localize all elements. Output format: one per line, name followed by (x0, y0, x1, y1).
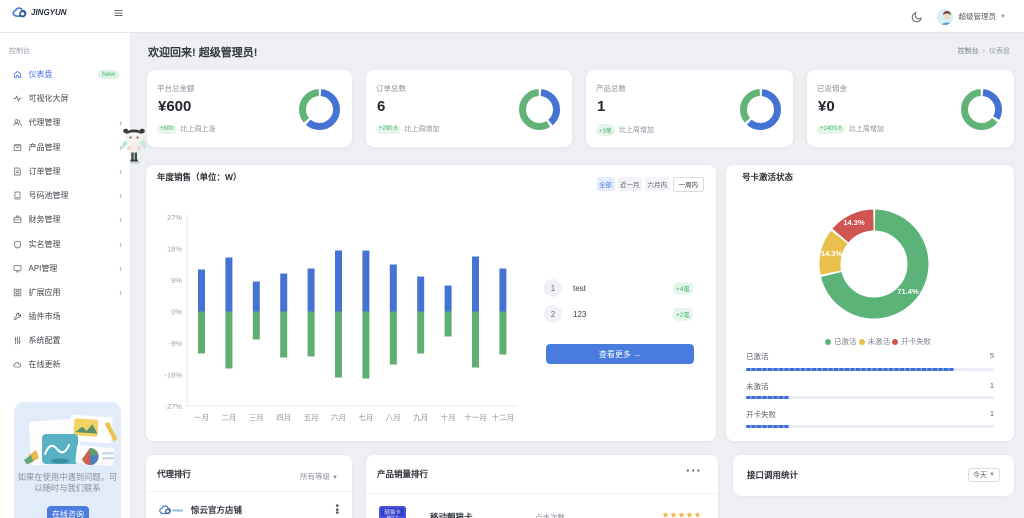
svg-text:-27%: -27% (164, 402, 182, 411)
svg-text:十一月: 十一月 (464, 412, 487, 422)
svg-text:-18%: -18% (164, 371, 182, 380)
svg-text:九月: 九月 (413, 413, 428, 422)
svg-text:六月: 六月 (331, 412, 346, 422)
svg-text:0%: 0% (171, 308, 182, 317)
svg-text:NO.1: NO.1 (387, 516, 399, 518)
svg-text:-9%: -9% (169, 339, 183, 348)
svg-text:18%: 18% (167, 245, 182, 254)
svg-text:十月: 十月 (441, 412, 456, 422)
svg-text:二月: 二月 (221, 413, 236, 422)
svg-text:27%: 27% (167, 213, 182, 222)
svg-text:三月: 三月 (249, 413, 264, 422)
svg-text:14.3%: 14.3% (843, 218, 865, 227)
svg-text:八月: 八月 (386, 413, 401, 422)
svg-text:十二月: 十二月 (492, 412, 515, 422)
svg-text:71.4%: 71.4% (897, 287, 919, 296)
svg-text:靓猫卡: 靓猫卡 (384, 508, 401, 516)
svg-text:一月: 一月 (194, 413, 209, 422)
svg-text:9%: 9% (171, 276, 182, 285)
svg-text:七月: 七月 (358, 413, 373, 422)
svg-text:五月: 五月 (304, 413, 319, 422)
svg-text:四月: 四月 (276, 413, 291, 422)
svg-text:14.3%: 14.3% (821, 249, 843, 258)
